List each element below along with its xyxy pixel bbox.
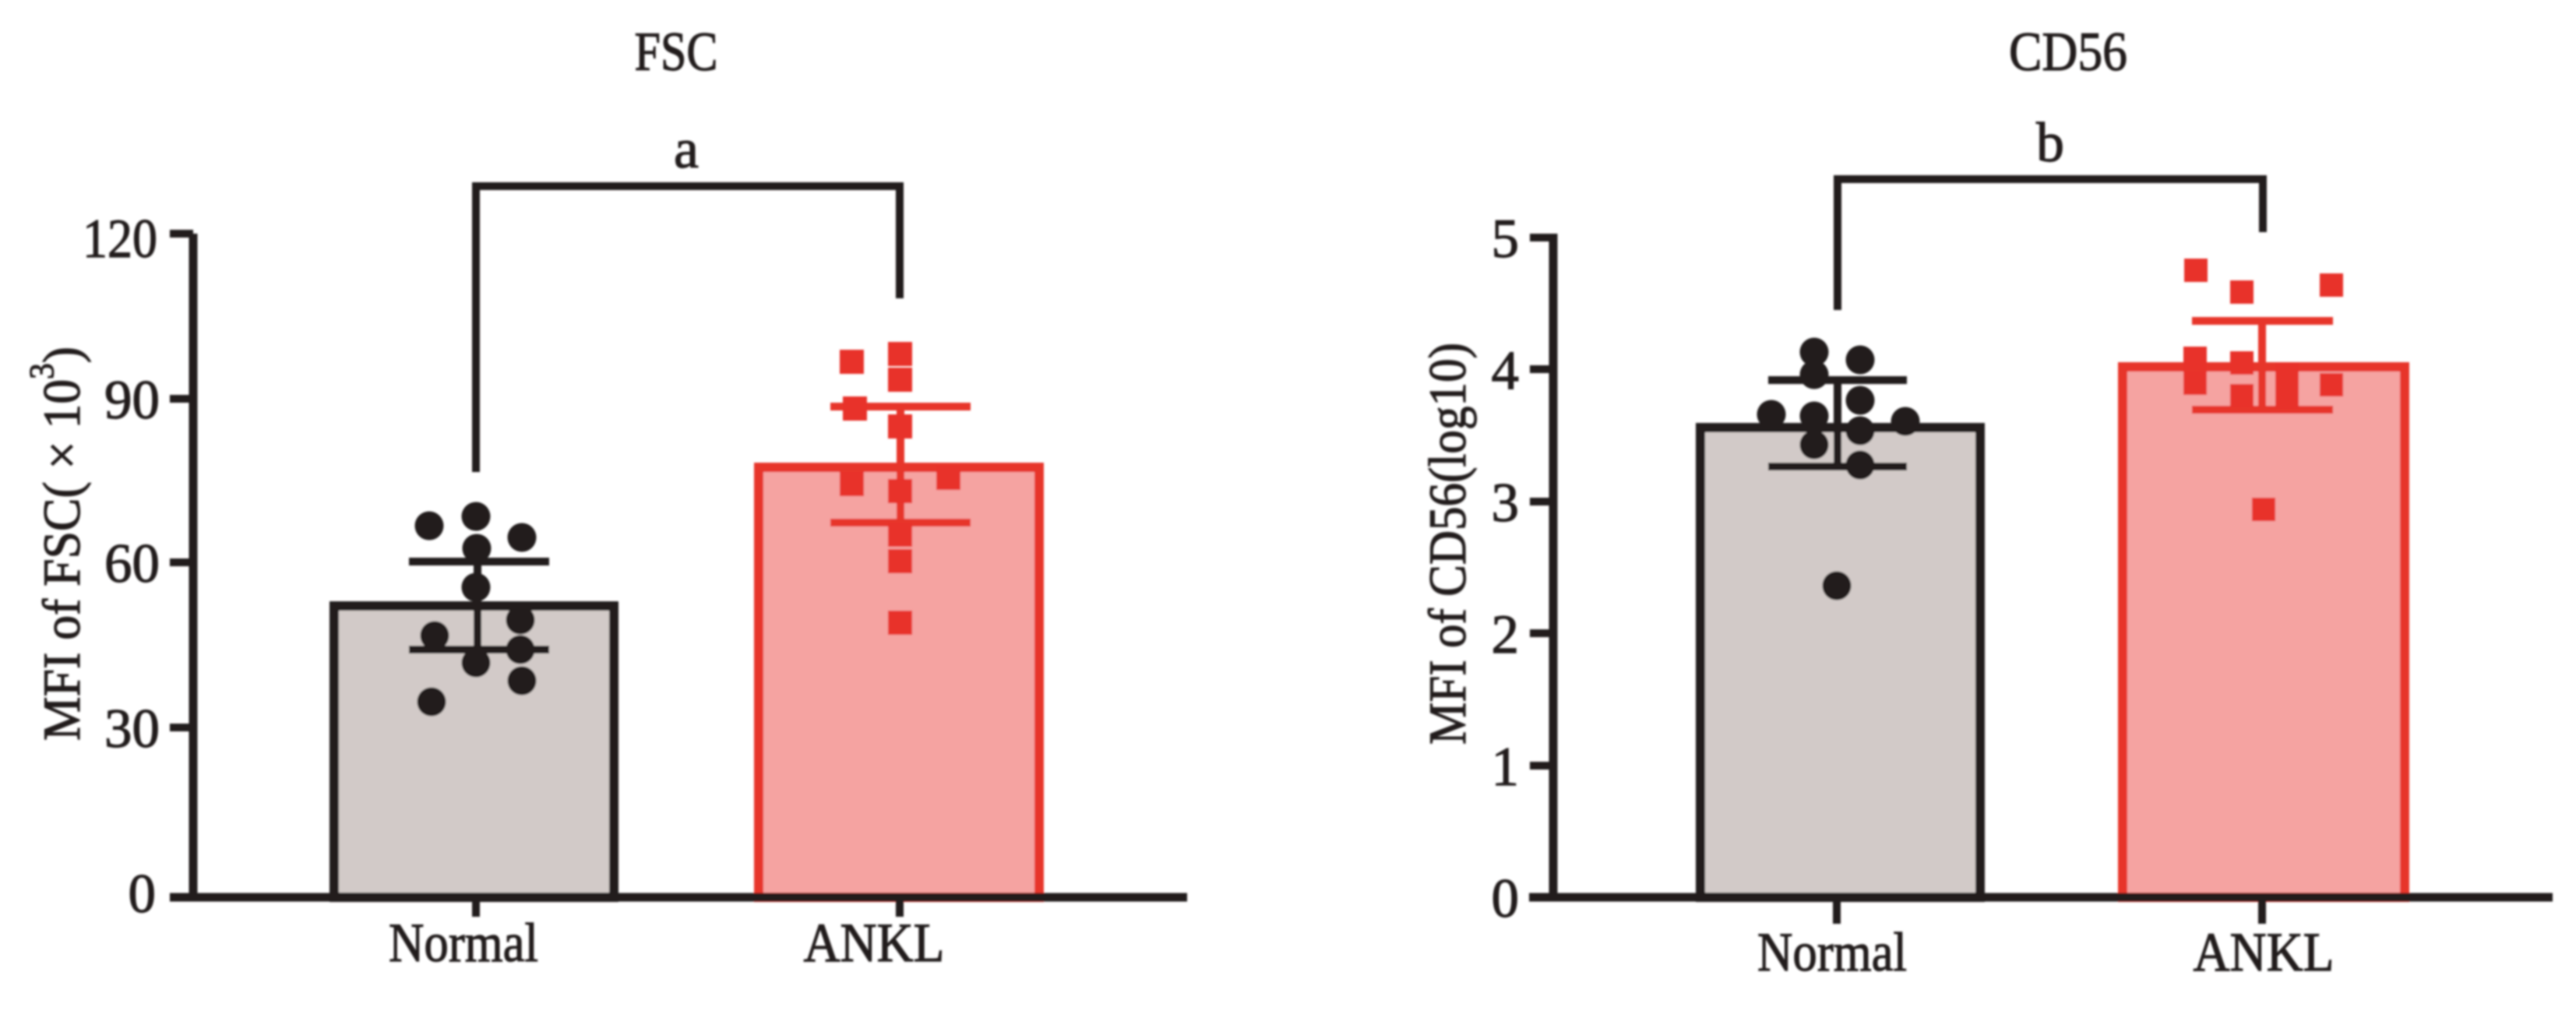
svg-text:MFI of FSC( × 103): MFI of FSC( × 103) <box>23 347 91 741</box>
svg-text:MFI of CD56(log10): MFI of CD56(log10) <box>1418 343 1477 745</box>
svg-text:2: 2 <box>1492 604 1520 665</box>
svg-text:Normal: Normal <box>389 913 538 974</box>
svg-text:0: 0 <box>1492 868 1520 929</box>
svg-text:0: 0 <box>129 864 157 925</box>
svg-text:4: 4 <box>1492 340 1520 401</box>
svg-text:60: 60 <box>104 534 160 594</box>
svg-text:120: 120 <box>83 209 157 269</box>
svg-text:5: 5 <box>1492 209 1520 269</box>
svg-text:3: 3 <box>1492 473 1520 534</box>
svg-text:90: 90 <box>104 370 160 431</box>
svg-text:30: 30 <box>104 699 160 759</box>
svg-text:FSC: FSC <box>635 22 718 83</box>
svg-text:CD56: CD56 <box>2009 22 2127 83</box>
svg-text:ANKL: ANKL <box>2194 922 2335 983</box>
svg-text:a: a <box>674 118 699 180</box>
svg-text:1: 1 <box>1492 737 1520 798</box>
svg-text:Normal: Normal <box>1757 922 1907 983</box>
svg-text:b: b <box>2036 111 2064 174</box>
svg-text:ANKL: ANKL <box>804 913 945 974</box>
